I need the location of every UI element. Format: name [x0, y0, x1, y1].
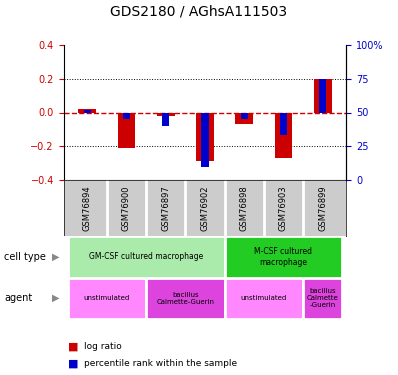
Text: unstimulated: unstimulated [84, 295, 130, 301]
Bar [314, 79, 332, 112]
Text: bacillus
Calmette
-Guerin: bacillus Calmette -Guerin [307, 288, 339, 308]
Text: M-CSF cultured
macrophage: M-CSF cultured macrophage [254, 247, 312, 267]
Text: bacillus
Calmette-Guerin: bacillus Calmette-Guerin [156, 292, 215, 304]
Bar [123, 112, 130, 119]
Bar [275, 112, 292, 158]
Text: ▶: ▶ [52, 252, 59, 262]
Bar [303, 278, 342, 319]
Bar [235, 112, 253, 125]
Bar [146, 278, 224, 319]
Text: GDS2180 / AGhsA111503: GDS2180 / AGhsA111503 [110, 5, 288, 19]
Text: GSM76894: GSM76894 [83, 185, 92, 231]
Bar [224, 236, 342, 278]
Bar [196, 112, 214, 161]
Text: ■: ■ [68, 359, 78, 369]
Bar [78, 109, 96, 112]
Text: ▶: ▶ [52, 293, 59, 303]
Text: GSM76898: GSM76898 [240, 185, 249, 231]
Text: unstimulated: unstimulated [241, 295, 287, 301]
Bar [201, 112, 209, 166]
Text: log ratio: log ratio [84, 342, 121, 351]
Bar [68, 278, 146, 319]
Bar [118, 112, 135, 148]
Text: agent: agent [4, 293, 32, 303]
Text: GM-CSF cultured macrophage: GM-CSF cultured macrophage [89, 252, 203, 261]
Bar [157, 112, 175, 116]
Text: percentile rank within the sample: percentile rank within the sample [84, 359, 237, 368]
Bar [68, 236, 224, 278]
Text: GSM76897: GSM76897 [161, 185, 170, 231]
Text: ■: ■ [68, 342, 78, 352]
Bar [84, 110, 91, 112]
Bar [162, 112, 169, 126]
Text: GSM76903: GSM76903 [279, 185, 288, 231]
Bar [319, 79, 326, 112]
Text: GSM76900: GSM76900 [122, 185, 131, 231]
Text: cell type: cell type [4, 252, 46, 262]
Text: GSM76899: GSM76899 [318, 185, 327, 231]
Text: GSM76902: GSM76902 [201, 185, 209, 231]
Bar [224, 278, 303, 319]
Bar [241, 112, 248, 119]
Bar [280, 112, 287, 135]
